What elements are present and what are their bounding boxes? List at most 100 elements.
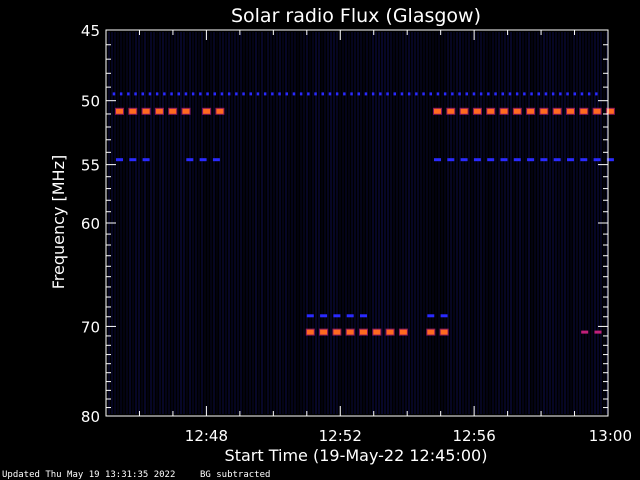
emission-mark [393, 92, 396, 96]
noise-streak [177, 32, 179, 414]
noise-streak [228, 32, 230, 414]
y-tick-label: 45 [81, 22, 100, 40]
noise-streak [117, 32, 119, 414]
emission-mark [346, 329, 354, 335]
emission-mark [400, 92, 404, 96]
noise-streak [369, 32, 371, 414]
emission-mark [429, 92, 432, 96]
x-tick-label: 12:48 [185, 427, 228, 445]
noise-streak [453, 32, 455, 414]
noise-streak [324, 32, 326, 414]
noise-streak [264, 32, 266, 414]
noise-streak [222, 32, 224, 414]
noise-streak [366, 32, 368, 414]
noise-streak [399, 32, 401, 414]
noise-streak [468, 32, 470, 414]
noise-streak [402, 32, 404, 414]
noise-streak [279, 32, 281, 414]
emission-band [112, 92, 598, 96]
emission-mark [220, 92, 224, 96]
emission-mark [567, 108, 574, 114]
emission-mark [177, 92, 180, 96]
noise-streak [318, 32, 320, 414]
emission-mark [487, 108, 495, 114]
emission-mark [434, 158, 441, 162]
emission-mark [199, 92, 202, 96]
emission-mark [320, 314, 328, 318]
noise-streak [576, 32, 578, 414]
y-tick-label: 80 [81, 408, 100, 426]
noise-streak [510, 32, 512, 414]
emission-mark [473, 158, 481, 162]
emission-mark [182, 108, 190, 114]
emission-mark [540, 108, 548, 114]
emission-mark [213, 92, 216, 96]
y-tick-label: 55 [81, 157, 100, 175]
emission-mark [553, 108, 561, 114]
noise-streak [432, 32, 434, 414]
noise-streak [489, 32, 491, 414]
emission-mark [567, 158, 574, 162]
noise-streak [333, 32, 335, 414]
noise-streak [516, 32, 518, 414]
emission-mark [142, 158, 150, 162]
noise-streak [546, 32, 548, 414]
noise-streak [480, 32, 482, 414]
noise-streak [393, 32, 395, 414]
noise-streak [354, 32, 356, 414]
emission-mark [513, 108, 521, 114]
emission-mark [186, 158, 194, 162]
noise-streak [123, 32, 125, 414]
noise-streak [186, 32, 188, 414]
emission-mark [551, 92, 555, 96]
noise-streak [429, 32, 431, 414]
emission-mark [333, 314, 341, 318]
emission-mark [447, 108, 455, 114]
emission-mark [580, 158, 588, 162]
emission-mark [479, 92, 483, 96]
noise-streak [216, 32, 218, 414]
noise-streak [594, 32, 596, 414]
noise-streak [582, 32, 584, 414]
emission-mark [487, 92, 490, 96]
noise-streak [579, 32, 581, 414]
noise-streak [450, 32, 452, 414]
noise-streak [426, 32, 428, 414]
emission-mark [500, 158, 508, 162]
noise-streak [390, 32, 392, 414]
noise-streak [288, 32, 290, 414]
noise-streak [249, 32, 251, 414]
noise-streak [414, 32, 416, 414]
emission-mark [460, 158, 468, 162]
noise-streak [342, 32, 344, 414]
noise-streak [159, 32, 161, 414]
noise-streak [552, 32, 554, 414]
emission-mark [440, 329, 448, 335]
noise-streak [573, 32, 575, 414]
y-axis: 45 50 55 60 70 80 [81, 22, 608, 426]
chart-title: Solar radio Flux (Glasgow) [231, 5, 481, 27]
noise-streak [312, 32, 314, 414]
noise-streak [330, 32, 332, 414]
noise-streak [519, 32, 521, 414]
emission-mark [501, 92, 504, 96]
noise-streak [327, 32, 329, 414]
emission-band [202, 107, 225, 115]
noise-streak [351, 32, 353, 414]
emission-mark [360, 314, 367, 318]
emission-mark [427, 329, 435, 335]
emission-mark [559, 92, 562, 96]
noise-streak [357, 32, 359, 414]
emission-band [186, 158, 220, 162]
noise-streak [300, 32, 302, 414]
noise-streak [420, 32, 422, 414]
x-tick-label: 12:56 [453, 427, 496, 445]
noise-streak [588, 32, 590, 414]
emission-mark [335, 92, 339, 96]
noise-streak [543, 32, 545, 414]
noise-streak [396, 32, 398, 414]
emission-mark [328, 92, 332, 96]
noise-streak [126, 32, 128, 414]
noise-streak [477, 32, 479, 414]
noise-streak [276, 32, 278, 414]
